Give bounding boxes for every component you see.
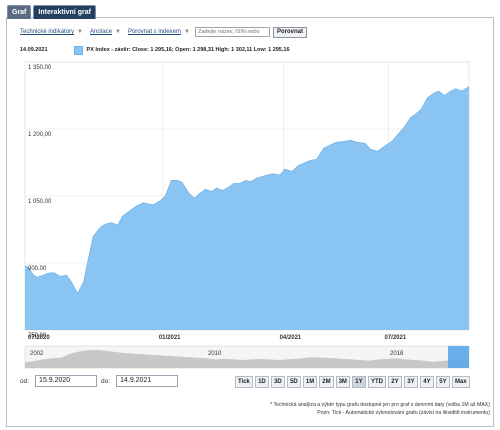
range-buttons: Tick 1D 3D 5D 1M 2M 3M 1Y YTD 2Y 3Y 4Y 5… xyxy=(235,376,470,388)
date-range: od: 15.9.2020 do: 14.9.2021 xyxy=(20,374,182,388)
tab-graf[interactable]: Graf xyxy=(7,5,32,19)
range-button-2m[interactable]: 2M xyxy=(319,376,334,388)
y-tick-label: 900,00 xyxy=(28,266,47,272)
range-button-1y[interactable]: 1Y xyxy=(351,376,366,388)
x-tick-label: 01/2021 xyxy=(159,335,181,341)
compare-search-input[interactable] xyxy=(194,27,270,37)
compare-button[interactable]: Porovnat xyxy=(272,26,307,38)
range-button-tick[interactable]: Tick xyxy=(235,376,253,388)
range-button-3d[interactable]: 3D xyxy=(270,376,285,388)
technical-indicators-menu[interactable]: Technické indikátory xyxy=(20,29,75,35)
current-date: 14.09.2021 xyxy=(20,47,48,53)
range-button-max[interactable]: Max xyxy=(451,376,470,388)
to-date-input[interactable]: 14.9.2021 xyxy=(116,375,179,387)
y-tick-label: 1 350,00 xyxy=(28,65,52,71)
annotations-menu[interactable]: Anotace xyxy=(89,29,113,35)
legend-text: PX Index - závěr: Close: 1 295,16; Open:… xyxy=(86,47,290,53)
price-area xyxy=(25,86,469,330)
range-button-1d[interactable]: 1D xyxy=(254,376,269,388)
chevron-down-icon[interactable]: ▼ xyxy=(77,29,83,35)
x-tick-label: 07/2021 xyxy=(384,335,406,341)
from-label: od: xyxy=(20,377,30,385)
chevron-down-icon[interactable]: ▼ xyxy=(115,29,121,35)
navigator[interactable]: 2002 2010 2018 xyxy=(24,345,470,369)
navigator-year-label: 2018 xyxy=(390,351,404,357)
x-tick-label: 04/2021 xyxy=(280,335,302,341)
to-label: do: xyxy=(101,377,111,385)
x-tick-label: 07/2020 xyxy=(28,335,50,341)
footnotes: * Technická analýza a výběr typu grafu d… xyxy=(270,402,490,417)
range-button-1m[interactable]: 1M xyxy=(302,376,318,388)
range-button-3m[interactable]: 3M xyxy=(335,376,350,388)
chevron-down-icon[interactable]: ▼ xyxy=(184,29,190,35)
navigator-window[interactable] xyxy=(448,346,469,368)
from-date-input[interactable]: 15.9.2020 xyxy=(35,375,98,387)
footnote-technical: * Technická analýza a výběr typu grafu d… xyxy=(270,402,490,408)
chart-info: 14.09.2021 PX Index - závěr: Close: 1 29… xyxy=(20,45,290,55)
range-button-4y[interactable]: 4Y xyxy=(419,376,434,388)
y-tick-label: 1 200,00 xyxy=(28,132,52,138)
y-tick-label: 750,00 xyxy=(28,333,47,339)
navigator-year-label: 2002 xyxy=(30,351,44,357)
range-button-5y[interactable]: 5Y xyxy=(435,376,450,388)
tab-interactive-chart[interactable]: Interaktivní graf xyxy=(33,5,96,19)
chart-toolbar: Technické indikátory ▼ Anotace ▼ Porovna… xyxy=(20,26,307,38)
range-button-2y[interactable]: 2Y xyxy=(387,376,402,388)
navigator-year-label: 2010 xyxy=(208,351,222,357)
range-button-5d[interactable]: 5D xyxy=(286,376,301,388)
range-button-3y[interactable]: 3Y xyxy=(403,376,418,388)
y-tick-label: 1 050,00 xyxy=(28,199,52,205)
legend-swatch xyxy=(73,45,83,55)
tab-bar: Graf Interaktivní graf xyxy=(7,5,96,19)
price-line xyxy=(24,86,470,295)
range-button-ytd[interactable]: YTD xyxy=(367,376,386,388)
compare-index-menu[interactable]: Porovnat s indexem xyxy=(127,29,181,35)
footnote-tick: Pozn: Tick - Automatické vykreslování gr… xyxy=(317,409,490,416)
